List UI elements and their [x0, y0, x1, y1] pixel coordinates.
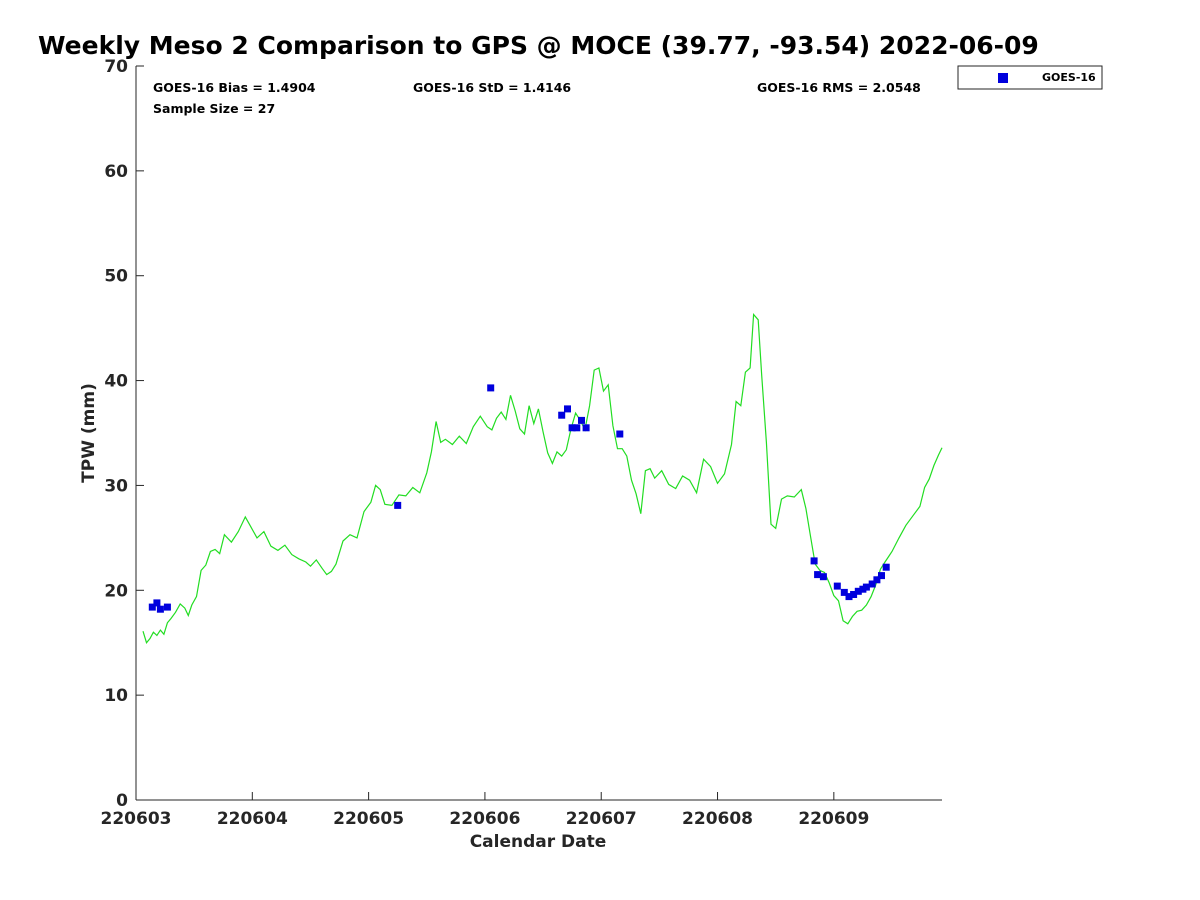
x-tick-label: 220608	[682, 809, 753, 829]
goes16-point	[854, 587, 862, 595]
goes16-point	[163, 603, 171, 611]
goes16-point	[882, 563, 890, 571]
chart-title: Weekly Meso 2 Comparison to GPS @ MOCE (…	[38, 31, 1039, 60]
legend: GOES-16	[957, 65, 1103, 90]
goes16-point	[873, 576, 881, 584]
y-tick-label: 20	[104, 581, 128, 601]
goes16-point	[868, 580, 876, 588]
goes16-point	[616, 430, 624, 438]
y-tick-label: 70	[104, 57, 128, 77]
goes16-point	[573, 424, 581, 432]
goes16-point	[148, 603, 156, 611]
x-tick-label: 220606	[449, 809, 520, 829]
x-ticks: 220603 220604 220605 220606 220607 220608 2206…	[101, 792, 869, 829]
goes16-point	[833, 582, 841, 590]
legend-box	[957, 65, 1103, 90]
goes16-point	[487, 384, 495, 392]
legend-marker	[998, 73, 1008, 83]
goes16-point	[878, 572, 885, 580]
goes16-point	[394, 501, 402, 509]
goes16-point	[845, 593, 853, 601]
y-ticks: 0 10 20 30 40 50 60 70	[104, 57, 144, 811]
y-tick-label: 10	[104, 686, 128, 706]
y-tick-label: 30	[104, 476, 128, 496]
legend-label: GOES-16	[1042, 71, 1096, 84]
bias-stat: GOES-16 Bias = 1.4904	[153, 80, 316, 95]
rms-stat: GOES-16 RMS = 2.0548	[757, 80, 921, 95]
std-stat: GOES-16 StD = 1.4146	[413, 80, 571, 95]
x-tick-label: 220605	[333, 809, 404, 829]
x-axis-label: Calendar Date	[470, 832, 607, 852]
gps-tpw-line	[142, 313, 943, 644]
x-tick-label: 220603	[101, 809, 172, 829]
goes16-point	[819, 573, 827, 581]
goes16-point	[153, 599, 161, 607]
y-axis-label: TPW (mm)	[79, 383, 99, 483]
goes16-point	[862, 583, 870, 591]
goes16-point	[568, 424, 576, 432]
goes16-point	[564, 405, 571, 413]
y-tick-label: 0	[116, 791, 128, 811]
goes16-point	[814, 571, 822, 579]
goes16-point-layer	[148, 384, 890, 613]
goes16-point	[850, 591, 858, 598]
sample-size-stat: Sample Size = 27	[153, 101, 275, 116]
goes16-point	[810, 557, 818, 565]
axes	[135, 66, 942, 801]
y-tick-label: 40	[104, 372, 128, 392]
x-tick-label: 220604	[217, 809, 288, 829]
y-tick-label: 60	[104, 162, 128, 182]
goes16-point	[578, 416, 585, 424]
gps-line-layer	[142, 313, 943, 644]
x-tick-label: 220607	[566, 809, 637, 829]
goes16-point	[156, 605, 164, 613]
y-tick-label: 50	[104, 267, 128, 287]
goes16-point	[558, 411, 566, 419]
goes16-point	[582, 424, 590, 432]
goes16-point	[840, 588, 848, 596]
x-tick-label: 220609	[798, 809, 869, 829]
